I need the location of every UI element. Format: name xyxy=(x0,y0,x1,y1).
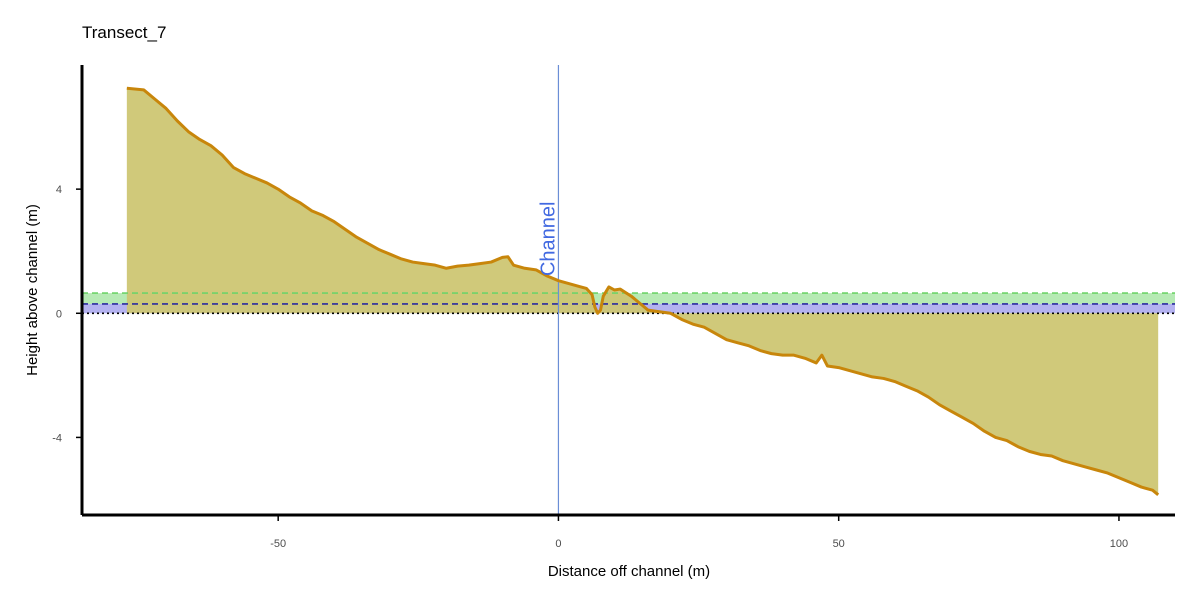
channel-label: Channel xyxy=(537,202,559,277)
y-tick-label: 4 xyxy=(56,184,62,196)
x-tick-label: 0 xyxy=(555,538,561,550)
profile-area xyxy=(126,88,1159,495)
y-tick-label: -4 xyxy=(52,432,62,444)
x-tick-label: -50 xyxy=(270,538,286,550)
x-axis-title: Distance off channel (m) xyxy=(548,563,710,580)
chart-title: Transect_7 xyxy=(82,23,166,42)
profile-line xyxy=(126,86,1160,496)
x-tick-label: 100 xyxy=(1110,538,1128,550)
y-tick-label: 0 xyxy=(56,308,62,320)
y-axis-title: Height above channel (m) xyxy=(24,204,41,376)
plot-area: Channel -50 0 50 100 -4 0 4 xyxy=(52,65,1175,550)
x-tick-label: 50 xyxy=(833,538,845,550)
